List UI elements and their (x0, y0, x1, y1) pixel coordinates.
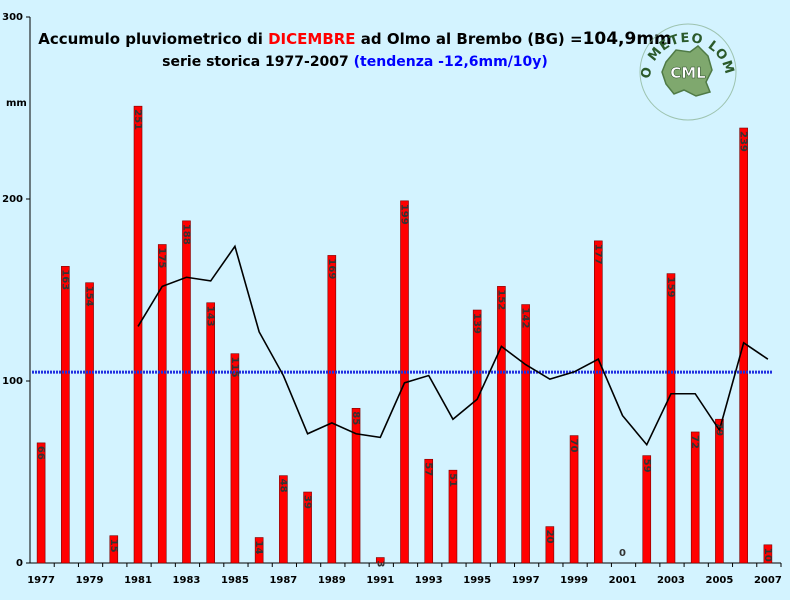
y-tick-label: 200 (2, 194, 23, 205)
bar (133, 105, 143, 564)
x-tick-label: 1987 (269, 575, 297, 586)
x-tick-label: 1999 (560, 575, 588, 586)
bar (472, 309, 482, 564)
bar-value-label: 51 (447, 473, 458, 487)
x-tick-label: 2005 (706, 575, 734, 586)
bar-value-label: 20 (544, 530, 555, 544)
x-tick-label: 1997 (512, 575, 540, 586)
bar (351, 407, 361, 564)
bar-value-label: 115 (229, 357, 240, 378)
bar (497, 286, 506, 564)
bar-value-label: 85 (350, 411, 361, 425)
bar-value-labels: 6616315415251175188143115144839169853199… (35, 109, 773, 567)
bar-value-label: 177 (592, 244, 603, 265)
bar (279, 475, 288, 564)
chart-subtitle: serie storica 1977-2007 (tendenza -12,6m… (162, 54, 548, 70)
bar-value-label: 139 (471, 313, 482, 334)
x-tick-label: 1977 (27, 575, 55, 586)
bar-value-label: 39 (302, 495, 313, 509)
bar-value-label: 143 (205, 306, 216, 327)
x-tick-label: 2001 (609, 575, 637, 586)
title-total: 104,9mm (583, 29, 672, 49)
bar-value-label: 142 (520, 308, 531, 329)
bar (763, 544, 773, 564)
bar-value-label: 154 (84, 286, 95, 307)
bar-value-label: 66 (35, 446, 46, 460)
bar-value-label: 169 (326, 258, 337, 279)
bar (61, 266, 70, 564)
bar (85, 282, 94, 564)
title-prefix: Accumulo pluviometrico di (38, 30, 268, 48)
bar-value-label: 14 (253, 541, 264, 555)
x-tick-label: 1993 (415, 575, 443, 586)
bar-value-label: 15 (108, 539, 119, 553)
bar (303, 491, 312, 564)
bar (230, 353, 240, 564)
bar-value-label: 57 (423, 462, 434, 476)
bar (666, 273, 676, 564)
bar-value-label: 152 (495, 289, 506, 310)
x-tick-label: 2007 (754, 575, 782, 586)
bar (182, 220, 191, 564)
bar (569, 435, 579, 564)
bar (594, 240, 603, 564)
x-tick-label: 1985 (221, 575, 249, 586)
x-tick-label: 1983 (173, 575, 201, 586)
bar-value-label: 72 (689, 435, 700, 449)
bar (715, 418, 724, 564)
bar-value-label: 48 (277, 479, 288, 493)
x-tick-label: 1981 (124, 575, 152, 586)
subtitle-trend: (tendenza -12,6mm/10y) (354, 54, 548, 70)
x-tick-label: 1991 (366, 575, 394, 586)
bar-value-label: 163 (59, 269, 70, 290)
logo-ring (639, 23, 737, 121)
bar (448, 469, 458, 564)
moving-average-line (137, 244, 769, 447)
logo-initials: CML (670, 64, 706, 82)
bar-value-label: 10 (762, 548, 773, 562)
title-month: DICEMBRE (268, 30, 355, 48)
bar-value-label: 188 (180, 224, 191, 245)
x-tick-label: 2003 (657, 575, 685, 586)
bar (109, 535, 119, 564)
bar-value-label: 70 (568, 439, 579, 453)
y-tick-label: 300 (2, 12, 23, 23)
title-suffix: ad Olmo al Brembo (BG) = (356, 30, 583, 48)
bar (424, 458, 434, 564)
y-axis-label: mm (6, 98, 27, 109)
bar (642, 455, 652, 564)
bars (36, 105, 773, 564)
bar-value-label: 199 (399, 204, 410, 225)
bar-value-label: 79 (713, 422, 724, 436)
y-tick-label: 100 (2, 376, 23, 387)
bar (206, 302, 215, 564)
bar (545, 526, 555, 564)
bar (36, 442, 46, 564)
bar-value-label: 251 (132, 109, 143, 130)
bar-value-label: 159 (665, 277, 676, 298)
bar-value-label: 0 (619, 548, 626, 559)
bar (375, 557, 385, 564)
y-tick-label: 0 (16, 558, 23, 569)
bar (690, 431, 700, 564)
lombardy-region-shape (661, 45, 713, 97)
moving-average-layer (137, 244, 769, 447)
bar (521, 304, 530, 564)
x-tick-label: 1989 (318, 575, 346, 586)
bar (157, 244, 167, 564)
subtitle-main: serie storica 1977-2007 (162, 54, 353, 70)
bar-value-label: 239 (738, 131, 749, 152)
chart-title: Accumulo pluviometrico di DICEMBRE ad Ol… (38, 29, 672, 49)
x-tick-label: 1979 (76, 575, 104, 586)
bar-value-label: 3 (374, 561, 385, 568)
bar-value-label: 59 (641, 459, 652, 473)
bar (327, 255, 337, 564)
bar (254, 537, 264, 564)
x-tick-label: 1995 (463, 575, 491, 586)
bar-value-label: 175 (156, 248, 167, 269)
